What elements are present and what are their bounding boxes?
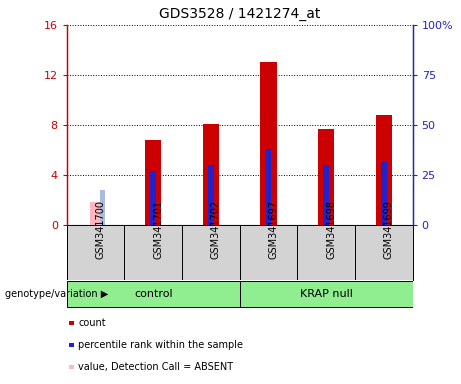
- Text: value, Detection Call = ABSENT: value, Detection Call = ABSENT: [78, 362, 233, 372]
- Text: GSM341700: GSM341700: [95, 200, 106, 258]
- Bar: [318, 129, 334, 225]
- Text: genotype/variation ▶: genotype/variation ▶: [5, 289, 108, 299]
- Text: count: count: [78, 318, 106, 328]
- Bar: [240, 281, 413, 308]
- Bar: [323, 165, 329, 225]
- Bar: [266, 149, 272, 225]
- Bar: [67, 281, 240, 308]
- Text: GSM341699: GSM341699: [384, 200, 394, 258]
- Text: GSM341702: GSM341702: [211, 200, 221, 259]
- Bar: [90, 202, 101, 225]
- Text: GSM341697: GSM341697: [268, 200, 278, 258]
- Bar: [376, 115, 392, 225]
- Bar: [150, 171, 156, 225]
- Bar: [381, 162, 387, 225]
- Text: percentile rank within the sample: percentile rank within the sample: [78, 340, 243, 350]
- Bar: [145, 140, 161, 225]
- Title: GDS3528 / 1421274_at: GDS3528 / 1421274_at: [159, 7, 320, 21]
- Text: KRAP null: KRAP null: [300, 289, 353, 299]
- Bar: [260, 63, 277, 225]
- Text: GSM341701: GSM341701: [153, 200, 163, 258]
- Bar: [100, 190, 105, 225]
- Text: control: control: [134, 289, 172, 299]
- Bar: [208, 165, 214, 225]
- Text: GSM341698: GSM341698: [326, 200, 336, 258]
- Bar: [203, 124, 219, 225]
